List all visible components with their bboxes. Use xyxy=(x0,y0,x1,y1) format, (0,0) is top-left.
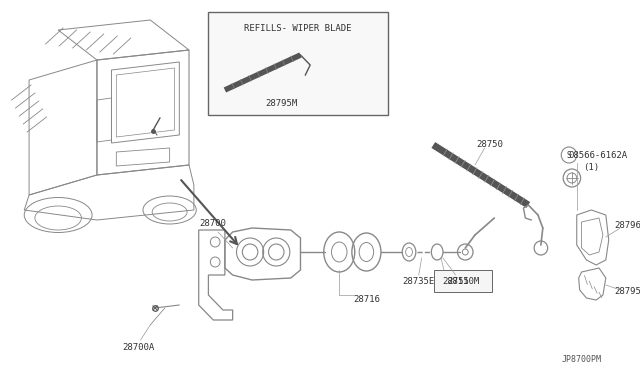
Text: 28795M: 28795M xyxy=(265,99,297,108)
Text: S: S xyxy=(566,151,572,160)
Text: 28700A: 28700A xyxy=(122,343,155,352)
Text: 28700: 28700 xyxy=(200,219,227,228)
Text: REFILLS- WIPER BLADE: REFILLS- WIPER BLADE xyxy=(244,23,351,32)
Text: JP8700PM: JP8700PM xyxy=(561,356,602,365)
Text: 28755: 28755 xyxy=(442,278,469,286)
Text: 08566-6162A: 08566-6162A xyxy=(568,151,628,160)
Text: 28795: 28795 xyxy=(614,288,640,296)
Text: 28750: 28750 xyxy=(476,140,503,148)
Text: 28716: 28716 xyxy=(353,295,380,305)
Text: 28796: 28796 xyxy=(614,221,640,230)
Bar xyxy=(209,12,388,115)
Text: 28735E: 28735E xyxy=(403,278,435,286)
Bar xyxy=(435,270,492,292)
Text: 28110M: 28110M xyxy=(447,276,479,285)
Text: (1): (1) xyxy=(583,163,599,171)
